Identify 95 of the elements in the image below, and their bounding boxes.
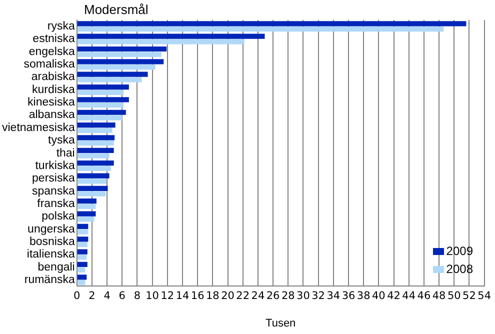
bar <box>77 254 87 260</box>
x-axis-title: Tusen <box>266 317 296 330</box>
y-tick-label: italienska <box>26 248 76 261</box>
y-tick-label: tyska <box>48 134 76 147</box>
bar <box>77 122 116 128</box>
x-tick-label: 0 <box>74 290 80 302</box>
x-tick-label: 32 <box>312 290 326 302</box>
x-tick-label: 18 <box>206 290 220 302</box>
legend-label: 2008 <box>446 262 473 276</box>
bar <box>77 160 114 166</box>
legend-label: 2009 <box>446 244 473 258</box>
y-tick-label: kinesiska <box>28 96 76 109</box>
x-tick-label: 54 <box>478 290 492 302</box>
bar <box>77 249 88 254</box>
bar <box>77 211 96 216</box>
bar <box>77 262 88 268</box>
bar <box>77 236 88 242</box>
x-tick-label: 12 <box>160 290 174 302</box>
bar <box>77 39 244 44</box>
bar <box>77 115 122 120</box>
bar <box>77 216 94 222</box>
bar <box>77 198 96 204</box>
x-tick-label: 48 <box>432 290 446 302</box>
bar <box>77 153 110 158</box>
x-tick-label: 40 <box>372 290 386 302</box>
bar <box>77 84 129 90</box>
y-tick-label: vietnamesiska <box>2 122 76 134</box>
y-tick-label: polska <box>42 210 76 223</box>
x-tick-label: 4 <box>104 290 111 302</box>
bar <box>77 204 96 210</box>
bar <box>77 26 444 32</box>
y-tick-label: persiska <box>32 172 76 185</box>
x-tick-label: 52 <box>462 290 476 302</box>
y-tick-label: bosniska <box>29 236 76 248</box>
x-tick-label: 24 <box>251 290 265 302</box>
x-tick-label: 46 <box>417 290 431 302</box>
bar <box>77 178 106 184</box>
x-tick-label: 10 <box>146 290 160 302</box>
bar <box>77 77 142 82</box>
y-tick-label: estniska <box>32 33 76 46</box>
bar <box>77 97 129 102</box>
bar <box>77 148 114 153</box>
bar <box>77 64 156 70</box>
y-tick-label: somaliska <box>24 58 76 71</box>
y-tick-label: spanska <box>32 185 76 198</box>
bar <box>77 186 108 191</box>
bar <box>77 52 162 57</box>
y-tick-label: franska <box>37 198 76 210</box>
bar <box>77 191 106 196</box>
x-tick-label: 36 <box>342 290 356 302</box>
bar <box>77 135 115 140</box>
y-tick-label: turkiska <box>35 160 76 172</box>
bar <box>77 280 86 286</box>
x-tick-label: 34 <box>326 290 340 302</box>
y-tick-label: bengali <box>38 261 75 274</box>
bar <box>77 166 111 172</box>
x-tick-label: 26 <box>266 290 280 302</box>
x-tick-label: 14 <box>176 290 190 302</box>
bar <box>77 46 167 52</box>
y-tick-label: engelska <box>28 46 76 58</box>
bar <box>77 21 466 26</box>
x-tick-label: 28 <box>281 290 295 302</box>
x-tick-label: 42 <box>387 290 400 302</box>
x-tick-label: 38 <box>356 290 370 302</box>
bar <box>77 90 124 95</box>
y-tick-label: thai <box>56 147 75 160</box>
x-tick-label: 30 <box>296 290 310 302</box>
x-tick-label: 6 <box>118 290 126 302</box>
x-tick-label: 8 <box>134 290 141 302</box>
y-tick-label: rumänska <box>24 274 76 286</box>
y-tick-label: ungerska <box>28 223 76 236</box>
bar <box>77 59 164 64</box>
bar <box>77 173 110 178</box>
x-tick-label: 2 <box>88 290 96 302</box>
bar <box>77 34 265 39</box>
y-tick-label: arabiska <box>31 71 76 84</box>
bar <box>77 224 88 230</box>
bar <box>77 72 148 77</box>
bar <box>77 242 88 248</box>
bar <box>77 229 88 234</box>
bar <box>77 274 87 280</box>
bar <box>77 128 112 133</box>
x-tick-label: 20 <box>221 290 234 302</box>
bar <box>77 110 126 115</box>
x-tick-label: 50 <box>447 290 461 302</box>
y-tick-label: albanska <box>28 109 76 122</box>
x-tick-label: 44 <box>402 290 416 302</box>
y-tick-label: kurdiska <box>32 84 76 96</box>
y-tick-label: ryska <box>47 20 76 33</box>
bar <box>77 267 86 272</box>
bar <box>77 140 114 146</box>
x-tick-label: 16 <box>190 290 205 302</box>
x-tick-label: 22 <box>236 290 250 302</box>
bar <box>77 102 124 108</box>
y-axis-title: Modersmål <box>84 2 148 17</box>
